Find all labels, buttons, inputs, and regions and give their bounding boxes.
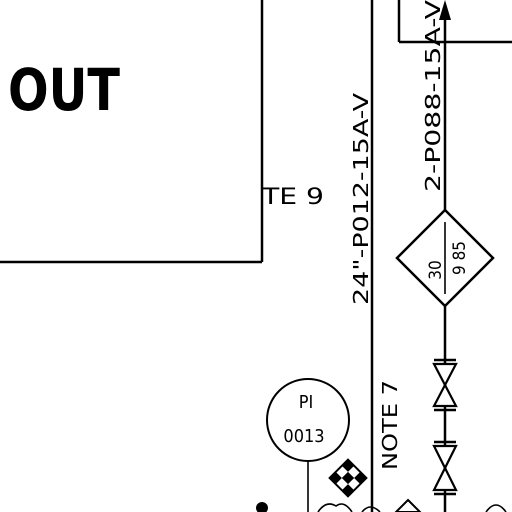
branch-pipe-label: 2-P088-15A-V [421, 0, 445, 192]
diamond-symbol [395, 208, 495, 308]
main-pipe-label: 24"-P012-15A-V [349, 92, 373, 305]
bottom-partial-symbols [256, 498, 507, 512]
flow-arrow [439, 0, 451, 20]
valve-lower [432, 440, 458, 496]
top-right-box [397, 0, 512, 44]
instrument-tag-top: PI [299, 392, 314, 413]
diamond-bottom-text: 9 85 [450, 241, 470, 275]
equipment-box [0, 0, 264, 264]
box-label: OUT [8, 56, 120, 124]
note-9-label: TE 9 [261, 185, 324, 210]
instrument-tag-bottom: 0013 [283, 426, 324, 447]
valve-upper [432, 358, 458, 412]
checkered-diamond-symbol [328, 458, 368, 498]
diamond-top-text: 30 [426, 260, 446, 279]
note-7-label: NOTE 7 [378, 380, 402, 470]
